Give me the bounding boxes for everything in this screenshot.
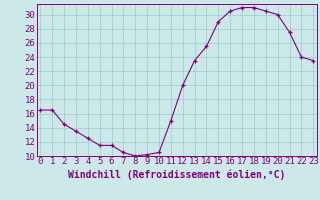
X-axis label: Windchill (Refroidissement éolien,°C): Windchill (Refroidissement éolien,°C) [68,169,285,180]
